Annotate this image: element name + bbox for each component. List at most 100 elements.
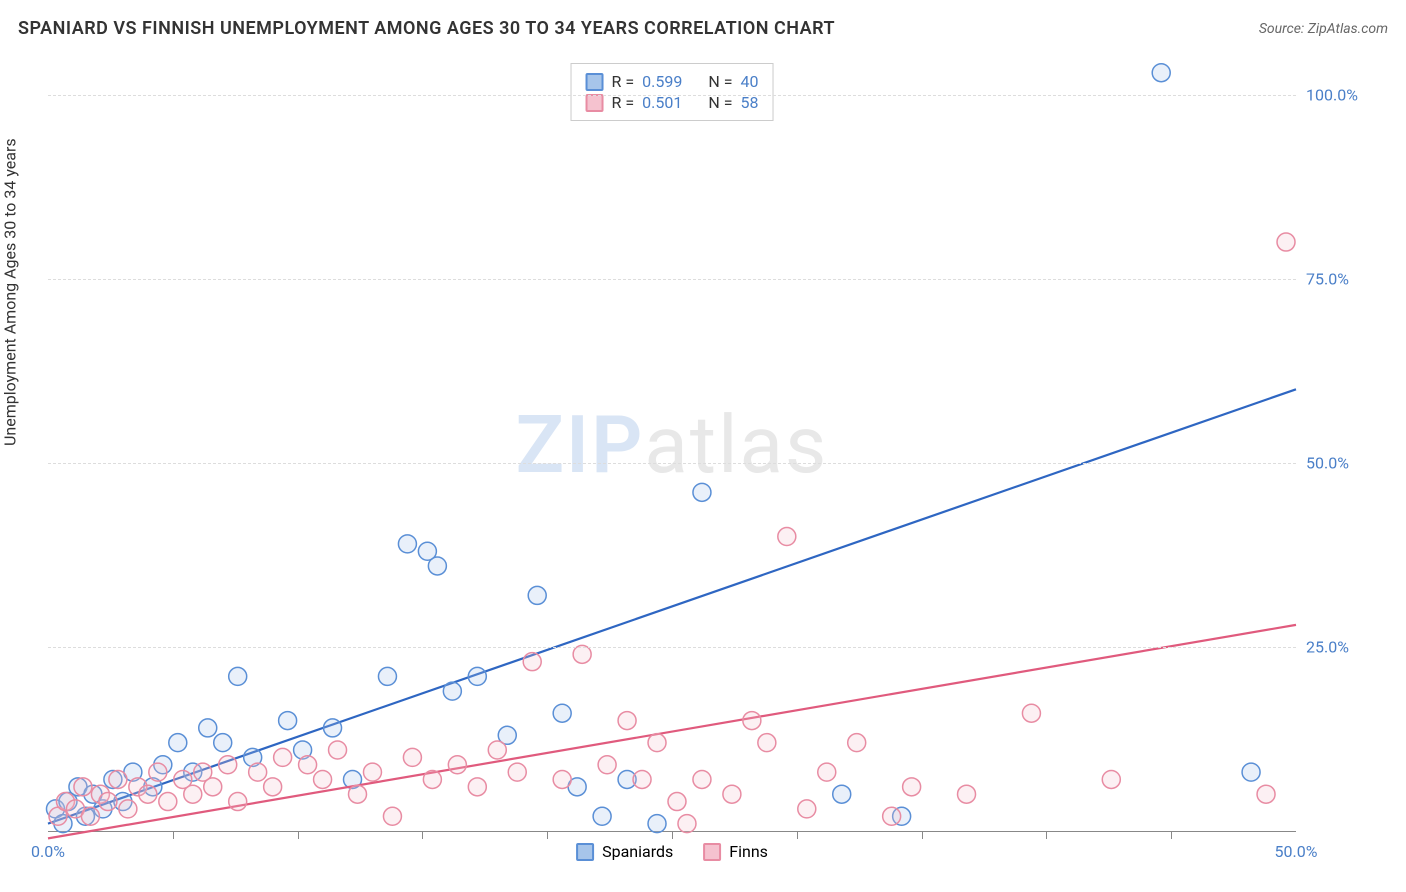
x-tick xyxy=(797,831,798,839)
legend-n-value: 40 xyxy=(740,72,758,91)
legend-swatch xyxy=(576,843,594,861)
scatter-point xyxy=(199,719,217,737)
scatter-point xyxy=(798,800,816,818)
scatter-point xyxy=(523,653,541,671)
scatter-point xyxy=(633,770,651,788)
scatter-point xyxy=(553,704,571,722)
scatter-point xyxy=(378,667,396,685)
x-tick-label: 0.0% xyxy=(31,842,65,861)
scatter-point xyxy=(903,778,921,796)
x-tick xyxy=(173,831,174,839)
scatter-point xyxy=(1152,64,1170,82)
scatter-point xyxy=(403,748,421,766)
scatter-point xyxy=(204,778,222,796)
legend-correlation-row: R =0.501N =58 xyxy=(586,93,759,112)
scatter-point xyxy=(553,770,571,788)
scatter-point xyxy=(678,815,696,833)
x-tick xyxy=(422,831,423,839)
trend-line xyxy=(48,389,1296,823)
y-tick-label: 25.0% xyxy=(1306,637,1386,656)
scatter-point xyxy=(428,557,446,575)
x-tick-label: 50.0% xyxy=(1275,842,1318,861)
scatter-point xyxy=(508,763,526,781)
legend-n-value: 58 xyxy=(740,93,758,112)
scatter-point xyxy=(488,741,506,759)
legend-series-item: Finns xyxy=(703,842,768,861)
scatter-point xyxy=(1257,785,1275,803)
chart-svg xyxy=(48,58,1296,831)
scatter-point xyxy=(169,734,187,752)
scatter-point xyxy=(329,741,347,759)
scatter-point xyxy=(81,807,99,825)
scatter-point xyxy=(99,793,117,811)
scatter-point xyxy=(274,748,292,766)
chart-plot-area: ZIPatlas R =0.599N =40R =0.501N =58 Span… xyxy=(48,58,1296,832)
scatter-point xyxy=(249,763,267,781)
x-tick xyxy=(1046,831,1047,839)
scatter-point xyxy=(229,667,247,685)
scatter-point xyxy=(214,734,232,752)
legend-r-value: 0.599 xyxy=(642,72,682,91)
legend-swatch xyxy=(586,94,604,112)
y-axis-label: Unemployment Among Ages 30 to 34 years xyxy=(1,138,20,446)
x-tick xyxy=(672,831,673,839)
scatter-point xyxy=(349,785,367,803)
scatter-point xyxy=(324,719,342,737)
scatter-point xyxy=(363,763,381,781)
y-tick-label: 50.0% xyxy=(1306,453,1386,472)
scatter-point xyxy=(448,756,466,774)
scatter-point xyxy=(159,793,177,811)
legend-n-label: N = xyxy=(708,72,732,91)
scatter-point xyxy=(264,778,282,796)
y-tick-label: 75.0% xyxy=(1306,269,1386,288)
scatter-point xyxy=(1102,770,1120,788)
scatter-point xyxy=(299,756,317,774)
scatter-point xyxy=(648,734,666,752)
scatter-point xyxy=(149,763,167,781)
scatter-point xyxy=(139,785,157,803)
gridline xyxy=(48,279,1296,280)
scatter-point xyxy=(109,770,127,788)
scatter-point xyxy=(758,734,776,752)
x-tick xyxy=(922,831,923,839)
scatter-point xyxy=(74,778,92,796)
chart-title: SPANIARD VS FINNISH UNEMPLOYMENT AMONG A… xyxy=(18,18,835,39)
scatter-point xyxy=(119,800,137,818)
scatter-point xyxy=(219,756,237,774)
gridline xyxy=(48,95,1296,96)
scatter-point xyxy=(778,528,796,546)
legend-r-label: R = xyxy=(612,72,635,91)
legend-correlation-row: R = 0.599 N = 40 xyxy=(586,72,759,91)
scatter-point xyxy=(833,785,851,803)
x-tick xyxy=(298,831,299,839)
x-tick xyxy=(1171,831,1172,839)
scatter-point xyxy=(573,645,591,663)
scatter-point xyxy=(383,807,401,825)
scatter-point xyxy=(1022,704,1040,722)
scatter-point xyxy=(528,586,546,604)
legend-correlation-box: R =0.599N =40R =0.501N =58 xyxy=(571,63,774,121)
legend-series-label: Spaniards xyxy=(602,842,673,861)
legend-r-label: R = xyxy=(612,93,635,112)
scatter-point xyxy=(279,712,297,730)
legend-series: Spaniards Finns xyxy=(576,842,768,861)
scatter-point xyxy=(1277,233,1295,251)
scatter-point xyxy=(818,763,836,781)
scatter-point xyxy=(468,778,486,796)
gridline xyxy=(48,463,1296,464)
y-tick-label: 100.0% xyxy=(1306,85,1386,104)
scatter-point xyxy=(468,667,486,685)
x-tick xyxy=(547,831,548,839)
scatter-point xyxy=(668,793,686,811)
scatter-point xyxy=(743,712,761,730)
scatter-point xyxy=(693,483,711,501)
scatter-point xyxy=(618,712,636,730)
legend-r-value: 0.501 xyxy=(642,93,682,112)
scatter-point xyxy=(229,793,247,811)
scatter-point xyxy=(848,734,866,752)
legend-series-item: Spaniards xyxy=(576,842,673,861)
scatter-point xyxy=(443,682,461,700)
scatter-point xyxy=(314,770,332,788)
chart-header: SPANIARD VS FINNISH UNEMPLOYMENT AMONG A… xyxy=(18,18,1388,39)
legend-swatch xyxy=(586,73,604,91)
